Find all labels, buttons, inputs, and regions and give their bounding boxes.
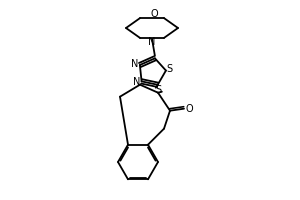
Text: N: N: [133, 77, 140, 87]
Text: S: S: [167, 64, 173, 74]
Text: N: N: [148, 37, 156, 47]
Text: N: N: [131, 59, 139, 69]
Text: S: S: [156, 85, 162, 95]
Text: O: O: [150, 9, 158, 19]
Text: O: O: [185, 104, 193, 114]
